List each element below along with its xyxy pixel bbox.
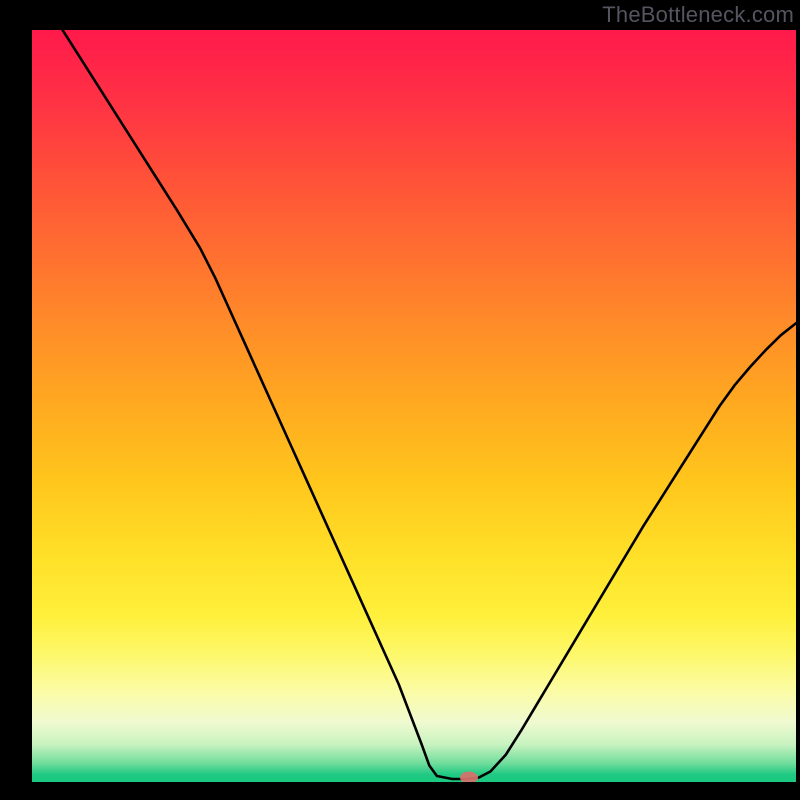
gradient-background bbox=[32, 30, 796, 782]
gradient-line-chart bbox=[32, 30, 796, 782]
watermark-text: TheBottleneck.com bbox=[602, 2, 794, 28]
curve-line bbox=[63, 30, 796, 779]
chart-stage: TheBottleneck.com bbox=[0, 0, 800, 800]
plot-area bbox=[32, 30, 796, 782]
minimum-marker bbox=[460, 771, 478, 782]
